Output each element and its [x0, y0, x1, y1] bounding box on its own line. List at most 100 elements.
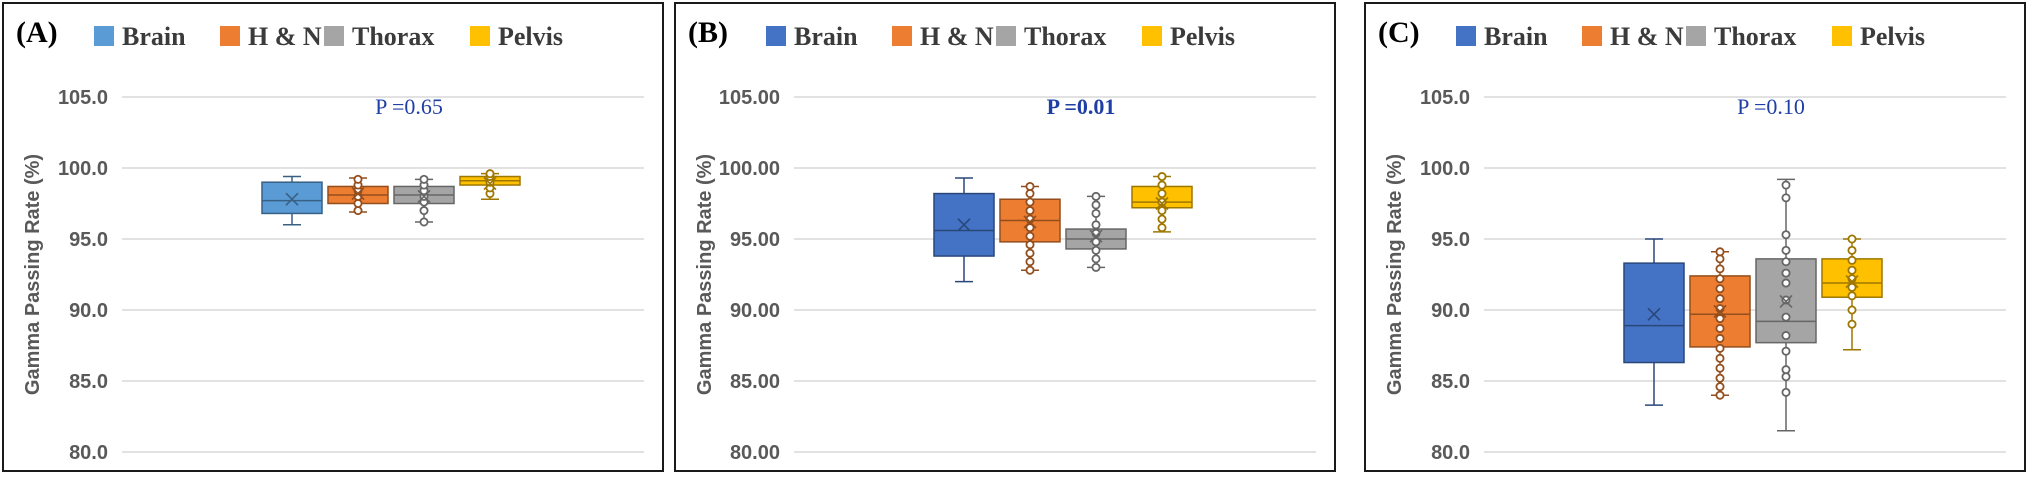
data-point [1157, 180, 1167, 190]
legend-item-pelvis: Pelvis [470, 22, 563, 51]
data-point [1025, 223, 1035, 233]
legend-label: H & N [920, 22, 994, 51]
box-h-n [999, 181, 1061, 275]
p-value-annotation: P =0.01 [1047, 94, 1116, 119]
box-thorax [393, 174, 455, 227]
legend-label: Brain [1484, 22, 1548, 51]
data-point [353, 206, 363, 216]
legend-swatch [1456, 26, 1476, 46]
data-point [419, 217, 429, 227]
data-point [1715, 343, 1725, 353]
data-point [1157, 206, 1167, 216]
box-pelvis [459, 169, 521, 200]
legend-swatch [1832, 26, 1852, 46]
legend-label: Pelvis [1170, 22, 1235, 51]
box-pelvis [1821, 234, 1883, 351]
y-tick-label: 80.0 [69, 442, 108, 464]
box-h-n [327, 174, 389, 216]
y-tick-label: 100.00 [719, 158, 780, 180]
legend-label: Thorax [1714, 22, 1796, 51]
data-point [1091, 220, 1101, 230]
mean-marker [285, 192, 299, 206]
data-point [1781, 331, 1791, 341]
legend-swatch [1686, 26, 1706, 46]
panel-a: (A) Brain H & N Thorax Pelvis 80.0 85.0 90.0 95.… [2, 2, 664, 472]
data-point [1781, 365, 1791, 375]
y-tick-label: 80.0 [1431, 442, 1470, 464]
y-tick-label: 90.00 [730, 300, 780, 322]
data-point [1715, 284, 1725, 294]
legend-item-h-n: H & N [220, 22, 322, 51]
data-point [1091, 254, 1101, 264]
data-point [1025, 265, 1035, 275]
data-point [1847, 234, 1857, 244]
data-point [1025, 257, 1035, 267]
data-point [1847, 319, 1857, 329]
data-point [1091, 208, 1101, 218]
y-tick-label: 85.0 [1431, 371, 1470, 393]
panel-label: (B) [688, 16, 728, 49]
legend-item-thorax: Thorax [996, 22, 1106, 51]
legend-label: Pelvis [1860, 22, 1925, 51]
data-point [1781, 268, 1791, 278]
y-axis-label: Gamma Passing Rate (%) [22, 154, 44, 395]
legend-item-thorax: Thorax [1686, 22, 1796, 51]
data-point [1715, 333, 1725, 343]
data-point [1091, 245, 1101, 255]
data-point [1715, 254, 1725, 264]
data-point [1781, 387, 1791, 397]
data-point [1781, 180, 1791, 190]
box-iqr [1623, 262, 1685, 364]
data-point [419, 174, 429, 184]
data-point [1025, 240, 1035, 250]
y-tick-label: 90.0 [69, 300, 108, 322]
p-value-annotation: P =0.10 [1737, 94, 1805, 119]
mean-marker [1023, 215, 1037, 229]
legend-label: Thorax [1024, 22, 1106, 51]
y-tick-label: 95.00 [730, 229, 780, 251]
chart-c: (C) Brain H & N Thorax Pelvis 80.0 85.0 90.0 95.… [1378, 16, 2006, 464]
data-point [1157, 223, 1167, 233]
data-point [1781, 245, 1791, 255]
box-brain [261, 175, 323, 226]
mean-marker [483, 177, 497, 191]
y-tick-label: 95.0 [1431, 229, 1470, 251]
data-point [1847, 265, 1857, 275]
data-point [1025, 197, 1035, 207]
data-point [1781, 257, 1791, 267]
data-point [1091, 200, 1101, 210]
data-point [353, 174, 363, 184]
y-tick-label: 105.00 [719, 87, 780, 109]
mean-marker [1845, 275, 1859, 289]
legend-label: Brain [122, 22, 186, 51]
y-tick-label: 105.0 [1420, 87, 1470, 109]
y-tick-label: 95.0 [69, 229, 108, 251]
data-point [1715, 373, 1725, 383]
data-point [1715, 314, 1725, 324]
data-point [1781, 230, 1791, 240]
legend-item-h-n: H & N [892, 22, 994, 51]
data-point [1715, 274, 1725, 284]
legend-swatch [220, 26, 240, 46]
legend-item-brain: Brain [766, 22, 858, 51]
legend-swatch [892, 26, 912, 46]
data-point [1025, 181, 1035, 191]
data-point [1715, 382, 1725, 392]
data-point [1091, 237, 1101, 247]
panel-b: (B) Brain H & N Thorax Pelvis 80.00 85.00 90.00… [674, 2, 1336, 472]
data-point [1781, 295, 1791, 305]
data-point [1715, 353, 1725, 363]
y-tick-label: 100.0 [1420, 158, 1470, 180]
data-point [1847, 305, 1857, 315]
mean-marker [1779, 294, 1793, 309]
data-point [1781, 372, 1791, 382]
mean-marker [1713, 304, 1727, 318]
box-h-n [1689, 247, 1751, 400]
p-value-annotation: P =0.65 [375, 94, 443, 119]
data-point [1025, 248, 1035, 258]
chart-a: (A) Brain H & N Thorax Pelvis 80.0 85.0 90.0 95.… [16, 16, 644, 464]
legend-item-brain: Brain [1456, 22, 1548, 51]
data-point [1157, 197, 1167, 207]
data-point [1025, 206, 1035, 216]
data-point [1847, 255, 1857, 265]
